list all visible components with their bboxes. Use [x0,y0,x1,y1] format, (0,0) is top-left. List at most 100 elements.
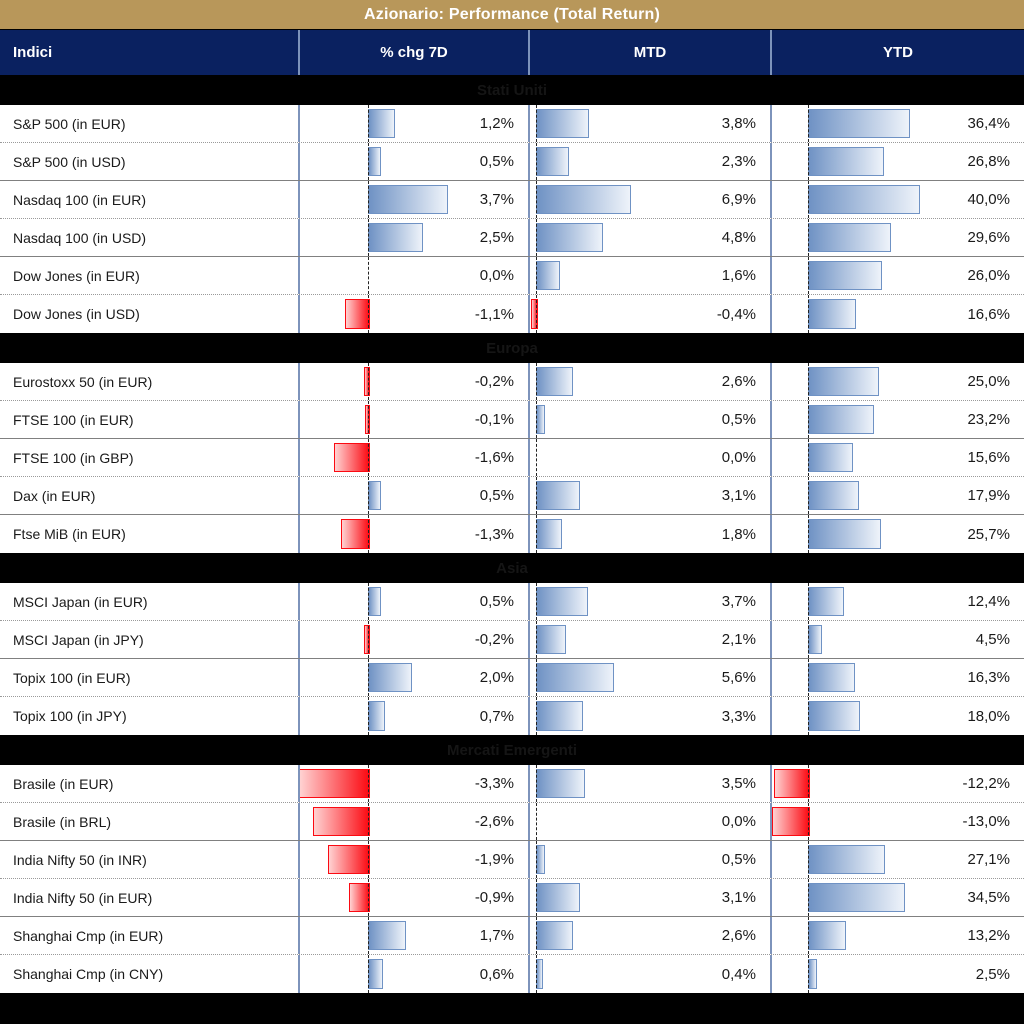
cell-ytd: 25,7% [772,515,1024,553]
bar-mtd [536,959,544,989]
zero-line-mtd [536,841,537,878]
bar-ytd [808,701,860,731]
bar-mtd [536,185,632,214]
table-row: Dow Jones (in EUR) 0,0% 1,6% 26,0% [0,257,1024,295]
bar-ytd [808,261,882,290]
row-label: MSCI Japan (in EUR) [0,583,300,620]
bar-ytd [808,109,911,138]
value-chg7d: 1,7% [479,927,514,944]
cell-chg7d: -0,2% [300,363,530,400]
value-mtd: 2,1% [721,631,756,648]
bar-chg7d [340,519,370,549]
zero-line-chg7d [368,477,369,514]
bar-ytd [808,587,845,616]
cell-ytd: 23,2% [772,401,1024,438]
value-ytd: 2,5% [975,965,1010,983]
bar-chg7d [334,443,370,472]
cell-chg7d: 2,0% [300,659,530,696]
cell-ytd: 4,5% [772,621,1024,658]
value-chg7d: 0,5% [479,487,514,504]
zero-line-ytd [808,515,809,553]
cell-chg7d: -1,3% [300,515,530,553]
bar-chg7d [363,625,370,654]
table-row: S&P 500 (in EUR) 1,2% 3,8% 36,4% [0,105,1024,143]
cell-chg7d: 1,7% [300,917,530,954]
zero-line-mtd [536,659,537,696]
value-ytd: -13,0% [962,813,1010,830]
bar-mtd [536,519,563,549]
cell-mtd: 3,1% [530,477,772,514]
bar-chg7d [368,587,381,616]
bar-ytd [808,921,847,950]
zero-line-ytd [808,841,809,878]
section-header-asia: Asia [0,553,1024,583]
cell-chg7d: 0,5% [300,583,530,620]
cell-mtd: 0,4% [530,955,772,993]
bar-chg7d [368,481,381,510]
zero-line-mtd [536,401,537,438]
zero-line-chg7d [368,697,369,735]
cell-ytd: 13,2% [772,917,1024,954]
cell-mtd: 2,1% [530,621,772,658]
cell-mtd: 0,5% [530,841,772,878]
zero-line-ytd [808,363,809,400]
bar-chg7d [344,299,370,329]
zero-line-chg7d [368,219,369,256]
row-label: Shanghai Cmp (in CNY) [0,955,300,993]
value-ytd: 16,6% [967,305,1010,323]
zero-line-mtd [536,955,537,993]
table-row: Brasile (in EUR) -3,3% 3,5% -12,2% [0,765,1024,803]
row-label: Dow Jones (in USD) [0,295,300,333]
cell-mtd: 0,0% [530,439,772,476]
value-mtd: 2,3% [721,153,756,170]
bar-ytd [808,223,892,252]
zero-line-chg7d [368,659,369,696]
zero-line-chg7d [368,363,369,400]
cell-ytd: 26,8% [772,143,1024,180]
bar-mtd [536,223,603,252]
cell-ytd: 16,3% [772,659,1024,696]
bar-ytd [808,883,905,912]
cell-mtd: 0,5% [530,401,772,438]
page-title: Azionario: Performance (Total Return) [0,0,1024,30]
cell-ytd: 2,5% [772,955,1024,993]
zero-line-chg7d [368,401,369,438]
zero-line-ytd [808,659,809,696]
zero-line-ytd [808,879,809,916]
value-mtd: 6,9% [721,191,756,208]
bar-mtd [536,663,614,692]
row-label: Topix 100 (in EUR) [0,659,300,696]
section-header-mercati-emergenti: Mercati Emergenti [0,735,1024,765]
bar-ytd [808,443,853,472]
table-row: FTSE 100 (in GBP) -1,6% 0,0% 15,6% [0,439,1024,477]
bar-chg7d [313,807,370,836]
zero-line-mtd [536,257,537,294]
cell-ytd: 34,5% [772,879,1024,916]
row-label: Eurostoxx 50 (in EUR) [0,363,300,400]
cell-chg7d: -0,1% [300,401,530,438]
row-label: Shanghai Cmp (in EUR) [0,917,300,954]
cell-mtd: 3,3% [530,697,772,735]
bar-ytd [808,481,860,510]
zero-line-ytd [808,583,809,620]
row-label: FTSE 100 (in EUR) [0,401,300,438]
cell-ytd: -12,2% [772,765,1024,802]
value-ytd: 25,7% [967,525,1010,543]
bar-mtd [536,625,567,654]
cell-chg7d: 0,7% [300,697,530,735]
zero-line-mtd [536,105,537,142]
zero-line-chg7d [368,295,369,333]
bar-ytd [808,185,920,214]
cell-ytd: 15,6% [772,439,1024,476]
zero-line-mtd [536,295,537,333]
value-mtd: 0,5% [721,411,756,428]
bar-mtd [536,701,583,731]
cell-ytd: 36,4% [772,105,1024,142]
table-row: India Nifty 50 (in INR) -1,9% 0,5% 27,1% [0,841,1024,879]
row-label: Dow Jones (in EUR) [0,257,300,294]
cell-mtd: 2,3% [530,143,772,180]
value-chg7d: -1,9% [474,851,514,868]
bar-mtd [536,405,545,434]
cell-chg7d: 0,5% [300,143,530,180]
cell-ytd: 17,9% [772,477,1024,514]
